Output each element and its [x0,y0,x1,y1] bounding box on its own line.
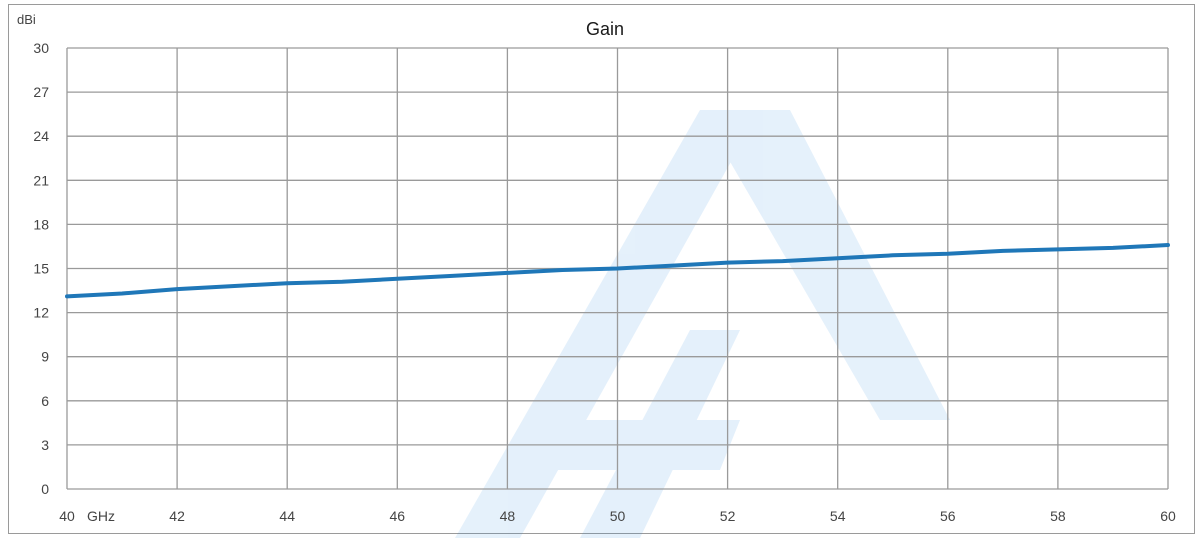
x-tick-label: 46 [390,508,406,524]
y-tick-label: 27 [33,84,49,100]
horizontal-gridlines [67,47,1168,490]
x-tick-label: 42 [169,508,185,524]
y-tick-label: 21 [33,172,49,188]
y-tick-labels: 0 3 6 9 12 15 18 21 24 27 30 [33,40,49,497]
gain-series-line [65,243,1170,299]
y-tick-label: 24 [33,128,49,144]
y-tick-label: 15 [33,261,49,277]
x-tick-label: 58 [1050,508,1066,524]
x-tick-label: 48 [500,508,516,524]
y-tick-label: 3 [41,437,49,453]
y-tick-label: 9 [41,349,49,365]
x-tick-labels: 40 42 44 46 48 50 52 54 56 58 60 [59,508,1176,524]
x-tick-label: 44 [279,508,295,524]
series-layer [65,243,1170,299]
y-tick-label: 18 [33,216,49,232]
y-tick-label: 0 [41,481,49,497]
x-tick-label: 54 [830,508,846,524]
y-tick-label: 30 [33,40,49,56]
x-tick-label: 60 [1160,508,1176,524]
x-tick-label: 40 [59,508,75,524]
chart-title: Gain [586,19,624,39]
y-tick-label: 12 [33,305,49,321]
x-tick-label: 56 [940,508,956,524]
x-tick-label: 52 [720,508,736,524]
y-tick-label: 6 [41,393,49,409]
x-tick-label: 50 [610,508,626,524]
watermark-logo [455,110,950,538]
y-axis-unit-label: dBi [17,12,36,27]
x-axis-unit-label: GHz [87,508,115,524]
